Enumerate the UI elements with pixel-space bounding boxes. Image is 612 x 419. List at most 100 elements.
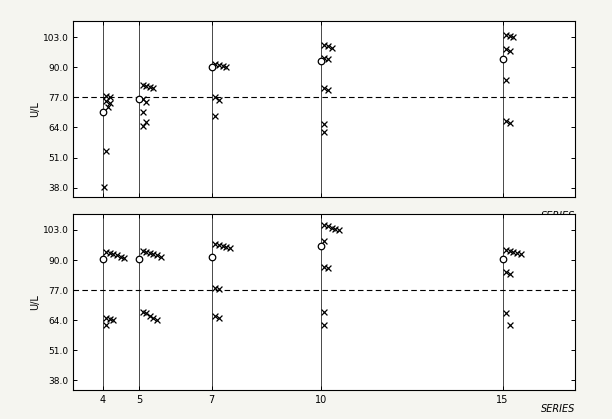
- Point: [214, 96, 224, 103]
- Point: [101, 98, 111, 104]
- Point: [149, 251, 159, 258]
- Point: [138, 81, 147, 88]
- Point: [100, 183, 110, 190]
- Point: [105, 94, 114, 101]
- Point: [323, 43, 333, 50]
- Point: [105, 250, 114, 256]
- Point: [218, 63, 228, 70]
- Point: [108, 317, 118, 323]
- Point: [138, 247, 147, 254]
- Point: [138, 109, 147, 116]
- Point: [138, 309, 147, 316]
- Point: [501, 117, 511, 124]
- Point: [101, 321, 111, 328]
- Point: [211, 113, 220, 119]
- Y-axis label: U/L: U/L: [30, 294, 40, 310]
- Point: [505, 247, 515, 254]
- Point: [211, 312, 220, 319]
- Point: [214, 242, 224, 248]
- Point: [225, 245, 235, 252]
- Point: [319, 129, 329, 135]
- Point: [119, 254, 129, 261]
- Y-axis label: U/L: U/L: [30, 101, 40, 117]
- Point: [505, 33, 515, 39]
- Point: [141, 248, 151, 255]
- Point: [222, 244, 231, 251]
- Point: [319, 54, 329, 61]
- Point: [112, 252, 122, 259]
- Point: [509, 248, 518, 255]
- Point: [222, 64, 231, 71]
- Point: [211, 60, 220, 67]
- Point: [319, 238, 329, 245]
- Point: [207, 253, 217, 260]
- Point: [101, 315, 111, 321]
- Point: [105, 316, 114, 322]
- Point: [319, 42, 329, 49]
- Point: [316, 58, 326, 65]
- Point: [149, 85, 159, 91]
- Point: [316, 243, 326, 249]
- Point: [134, 95, 144, 102]
- Point: [501, 45, 511, 52]
- Point: [98, 109, 108, 116]
- Point: [103, 103, 113, 110]
- Point: [218, 243, 228, 249]
- Point: [101, 248, 111, 255]
- Point: [323, 265, 333, 272]
- Point: [501, 310, 511, 317]
- Point: [319, 121, 329, 127]
- Point: [505, 271, 515, 277]
- Point: [319, 321, 329, 328]
- Point: [323, 56, 333, 62]
- Point: [98, 256, 108, 262]
- Point: [141, 83, 151, 89]
- Point: [141, 98, 151, 105]
- Point: [211, 285, 220, 291]
- Point: [149, 315, 159, 321]
- Point: [101, 93, 111, 100]
- Point: [145, 250, 155, 256]
- Point: [116, 253, 125, 260]
- Point: [207, 64, 217, 71]
- Point: [145, 312, 155, 319]
- Point: [516, 251, 526, 258]
- Point: [152, 252, 162, 259]
- Point: [334, 227, 344, 233]
- Point: [152, 317, 162, 323]
- Point: [211, 241, 220, 247]
- Point: [505, 48, 515, 54]
- Point: [501, 31, 511, 38]
- Point: [498, 256, 507, 262]
- Point: [134, 256, 144, 262]
- Point: [105, 100, 114, 106]
- Point: [501, 268, 511, 275]
- Point: [319, 264, 329, 270]
- Point: [505, 119, 515, 126]
- Point: [327, 44, 337, 51]
- Point: [509, 34, 518, 41]
- Point: [214, 315, 224, 321]
- Text: SERIES: SERIES: [541, 211, 575, 221]
- Point: [505, 321, 515, 328]
- Point: [327, 224, 337, 231]
- Point: [319, 222, 329, 229]
- Point: [319, 85, 329, 91]
- Point: [141, 118, 151, 125]
- Point: [330, 225, 340, 232]
- Point: [214, 62, 224, 68]
- Point: [101, 147, 111, 154]
- Point: [512, 250, 522, 256]
- Point: [319, 309, 329, 316]
- Point: [138, 123, 147, 129]
- Point: [145, 84, 155, 91]
- Point: [498, 56, 507, 62]
- Point: [156, 253, 166, 260]
- Point: [211, 94, 220, 101]
- Point: [108, 251, 118, 258]
- Text: SERIES: SERIES: [541, 404, 575, 414]
- Point: [141, 310, 151, 317]
- Point: [323, 87, 333, 94]
- Point: [138, 95, 147, 102]
- Point: [323, 223, 333, 230]
